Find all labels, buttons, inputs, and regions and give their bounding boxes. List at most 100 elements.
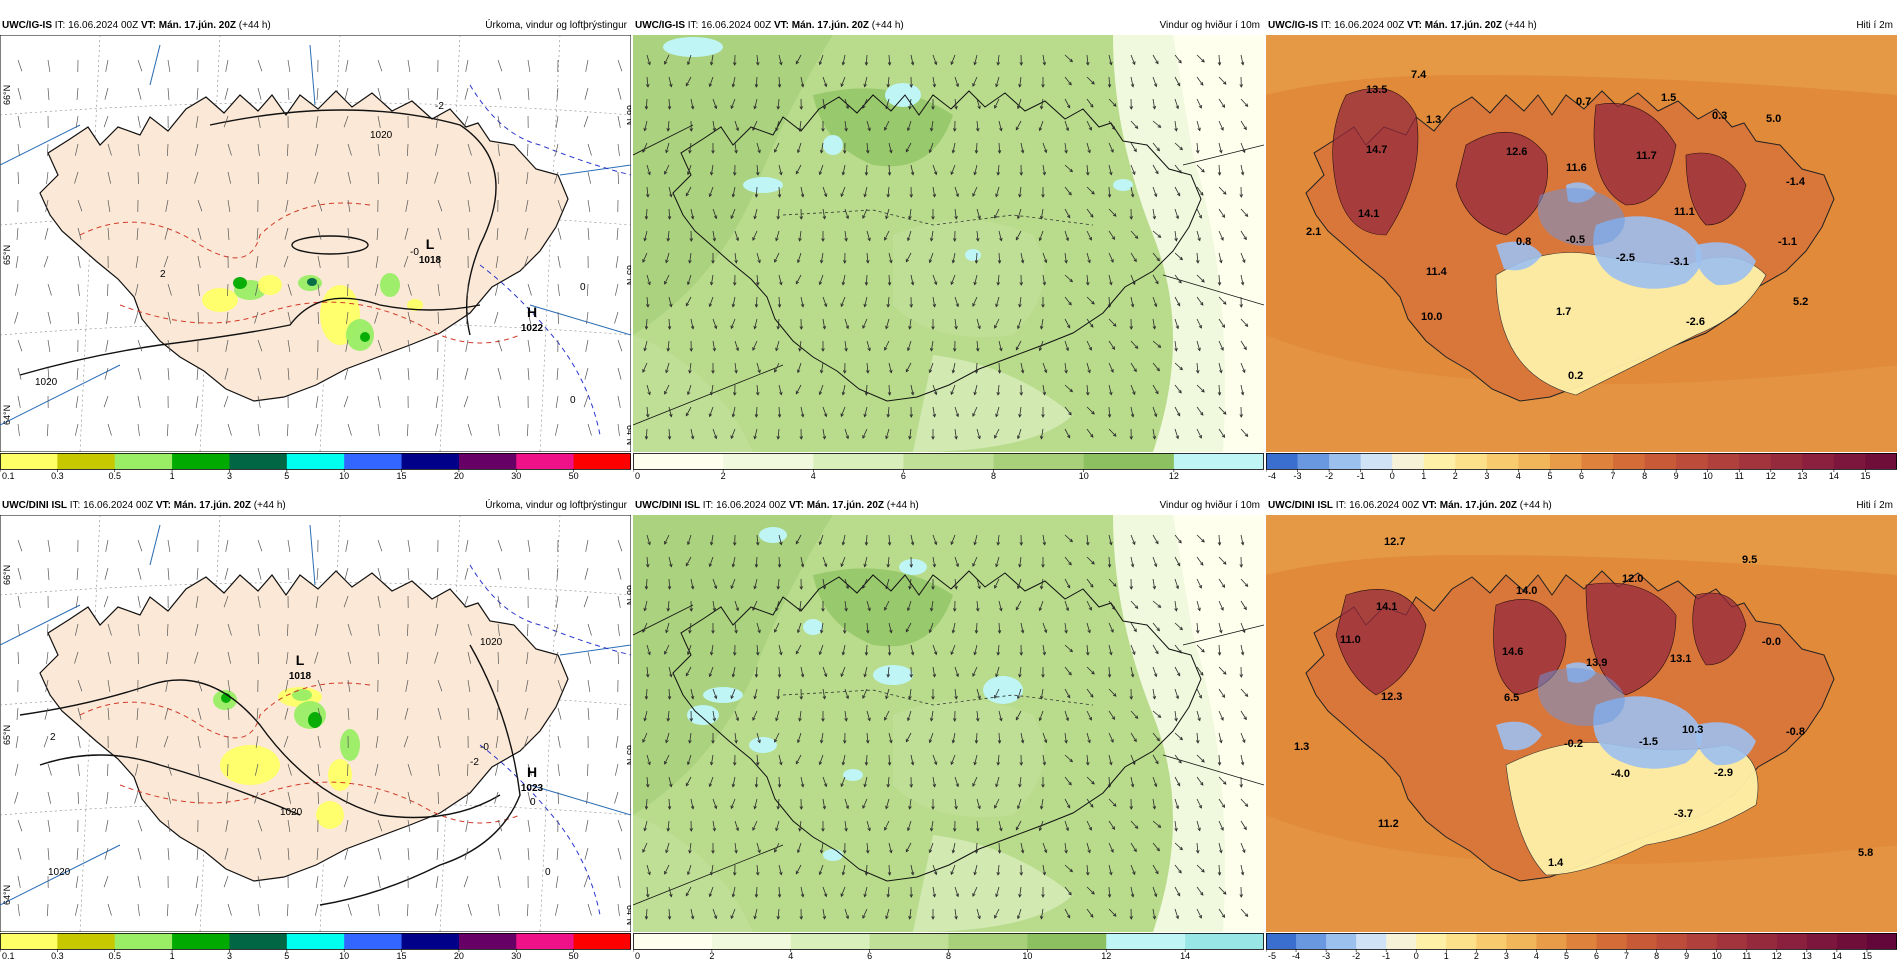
panel-header: UWC/IG-IS IT: 16.06.2024 00Z VT: Mán. 17… (633, 18, 1264, 34)
colorbar-label: 12 (1169, 471, 1179, 481)
colorbar-segment (1361, 453, 1393, 469)
colorbar-label: 4 (811, 471, 816, 481)
colorbar-segment (402, 933, 460, 949)
colorbar-label: 5 (1547, 471, 1552, 481)
colorbar-segment (1582, 453, 1614, 469)
colorbar-label: -1 (1382, 951, 1390, 961)
temperature-value: -0.8 (1786, 726, 1805, 738)
colorbar-segment (574, 453, 631, 469)
panel-title: Úrkoma, vindur og loftþrýstingur (485, 18, 627, 34)
colorbar-label: 1 (1421, 471, 1426, 481)
colorbar-segment (172, 453, 230, 469)
temperature-value: 10.3 (1682, 724, 1703, 736)
wind-map[interactable] (633, 515, 1264, 932)
colorbar-label: -2 (1352, 951, 1360, 961)
temperature-value: 11.7 (1636, 150, 1657, 162)
vt-label: VT: Mán. 17.jún. 20Z (156, 500, 251, 511)
latitude-label: 66°N (2, 85, 12, 105)
temperature-value: 5.8 (1858, 847, 1873, 859)
colorbar-segment (1676, 453, 1708, 469)
it-value: 16.06.2024 00Z (716, 500, 786, 511)
vt-label: VT: Mán. 17.jún. 20Z (789, 500, 884, 511)
colorbar-label: 7 (1611, 471, 1616, 481)
precip-panel-igis: UWC/IG-IS IT: 16.06.2024 00Z VT: Mán. 17… (0, 18, 631, 481)
colorbar-segment (994, 453, 1085, 469)
lead-time: (+44 h) (887, 500, 919, 511)
colorbar-label: 15 (397, 951, 407, 961)
pressure-center-symbol: H (527, 764, 537, 780)
temperature-value: 7.4 (1411, 69, 1427, 81)
temperature-value: 9.5 (1742, 554, 1757, 566)
colorbar-segment (1476, 933, 1507, 949)
colorbar-label: -4 (1292, 951, 1300, 961)
precip-area (328, 759, 352, 791)
colorbar-segment (1424, 453, 1456, 469)
panel-header: UWC/DINI ISL IT: 16.06.2024 00Z VT: Mán.… (0, 498, 631, 514)
temperature-value: -2.6 (1686, 316, 1705, 328)
colorbar-label: -1 (1357, 471, 1365, 481)
latitude-label: 65°N (2, 245, 12, 265)
colorbar-segment (1837, 933, 1868, 949)
temperature-value: 5.2 (1793, 296, 1808, 308)
colorbar-label: 3 (1484, 471, 1489, 481)
colorbar-label: 6 (901, 471, 906, 481)
panel-title: Vindur og hviður í 10m (1160, 18, 1260, 34)
contour-label: 1020 (370, 130, 393, 141)
colorbar-label: 50 (569, 471, 579, 481)
model-name: UWC/IG-IS (635, 20, 685, 31)
wind-map[interactable] (633, 35, 1264, 452)
colorbar-label: 4 (1516, 471, 1521, 481)
colorbar-segment (1506, 933, 1537, 949)
pressure-center-value: 1018 (289, 671, 312, 682)
colorbar-segment (1802, 453, 1834, 469)
temperature-value: 0.8 (1516, 236, 1531, 248)
colorbar-label: 8 (1654, 951, 1659, 961)
colorbar-label: 15 (1862, 951, 1872, 961)
colorbar-label: 6 (1579, 471, 1584, 481)
colorbar-segment (1392, 453, 1424, 469)
strong-wind-area (885, 83, 921, 107)
temperature-value: -1.5 (1639, 736, 1658, 748)
colorbar-label: 50 (569, 951, 579, 961)
panel-title: Hiti í 2m (1856, 498, 1893, 514)
colorbar-segment (0, 933, 58, 949)
it-label: IT: (1321, 20, 1332, 31)
model-name: UWC/DINI ISL (1268, 500, 1333, 511)
colorbar-segment (1084, 453, 1175, 469)
pressure-center-value: 1022 (521, 323, 544, 334)
it-label: IT: (703, 500, 714, 511)
colorbar-label: 30 (511, 471, 521, 481)
colorbar-label: -3 (1322, 951, 1330, 961)
colorbar-segment (1867, 933, 1897, 949)
precip-area (380, 273, 400, 297)
colorbar-label: 2 (709, 951, 714, 961)
field-contour-region (893, 220, 1044, 337)
contour-label: 0 (570, 395, 576, 406)
temperature-value: 1.7 (1556, 306, 1571, 318)
colorbar-label: 12 (1772, 951, 1782, 961)
colorbar-label: 0.3 (51, 951, 64, 961)
contour-label: 1020 (480, 637, 503, 648)
vt-label: VT: Mán. 17.jún. 20Z (1407, 20, 1502, 31)
strong-wind-area (663, 37, 723, 57)
colorbar-segment (57, 453, 115, 469)
colorbar-segment (574, 933, 631, 949)
colorbar-label: 20 (454, 471, 464, 481)
lead-time: (+44 h) (254, 500, 286, 511)
temp-panel-igis: UWC/IG-IS IT: 16.06.2024 00Z VT: Mán. 17… (1266, 18, 1897, 481)
latitude-label: 65°N (2, 725, 12, 745)
strong-wind-area (823, 135, 843, 155)
contour-label: 1020 (35, 377, 58, 388)
colorbar-segment (1807, 933, 1838, 949)
colorbar-label: 0.1 (2, 951, 15, 961)
colorbar-segment (870, 933, 949, 949)
colorbar-label: 4 (1534, 951, 1539, 961)
colorbar-label: 1 (170, 471, 175, 481)
latitude-label: 65°N (625, 265, 631, 285)
